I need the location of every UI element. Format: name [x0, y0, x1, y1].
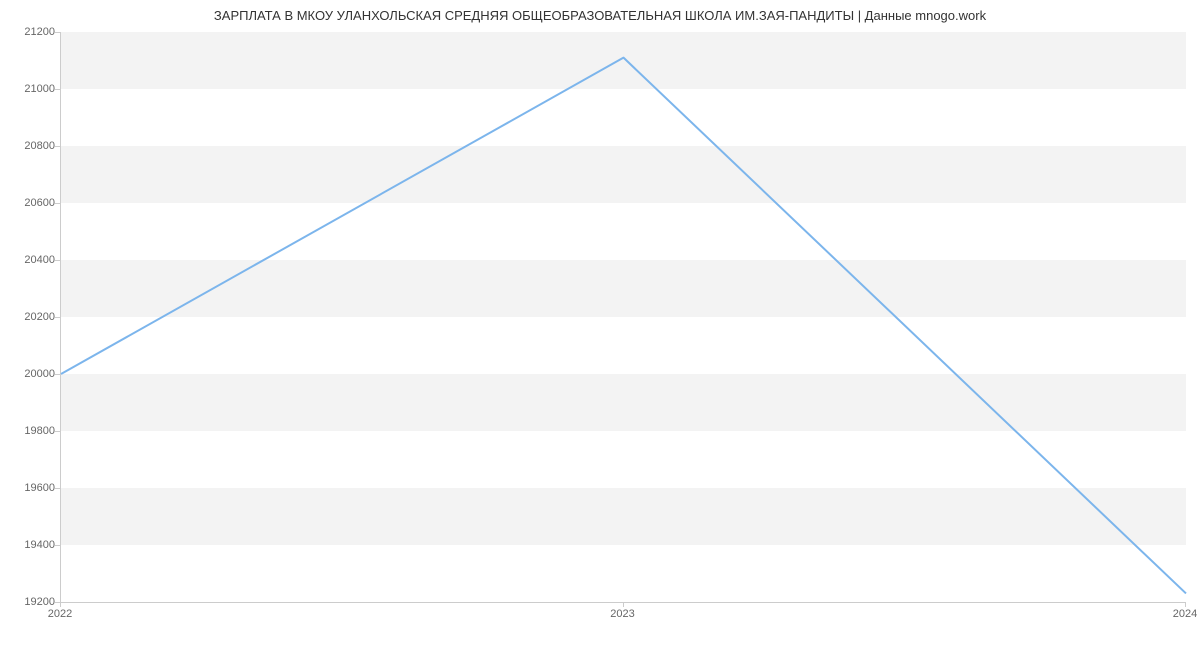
chart-title: ЗАРПЛАТА В МКОУ УЛАНХОЛЬСКАЯ СРЕДНЯЯ ОБЩ…	[0, 0, 1200, 23]
y-tick-label: 20200	[5, 311, 55, 323]
y-tick-mark	[55, 545, 60, 546]
x-tick-label: 2024	[1173, 608, 1197, 620]
y-tick-mark	[55, 260, 60, 261]
plot-area	[60, 32, 1186, 603]
y-tick-label: 21000	[5, 83, 55, 95]
y-tick-mark	[55, 32, 60, 33]
y-tick-label: 21200	[5, 26, 55, 38]
x-tick-label: 2022	[48, 608, 72, 620]
line-layer	[61, 32, 1186, 602]
y-tick-label: 19200	[5, 596, 55, 608]
y-tick-mark	[55, 89, 60, 90]
y-tick-mark	[55, 431, 60, 432]
x-tick-mark	[60, 602, 61, 607]
y-tick-label: 19400	[5, 539, 55, 551]
y-tick-label: 20000	[5, 368, 55, 380]
y-tick-mark	[55, 374, 60, 375]
y-tick-label: 20600	[5, 197, 55, 209]
x-tick-label: 2023	[610, 608, 634, 620]
y-tick-mark	[55, 146, 60, 147]
y-tick-mark	[55, 203, 60, 204]
y-tick-label: 19800	[5, 425, 55, 437]
x-tick-mark	[1185, 602, 1186, 607]
y-tick-label: 20800	[5, 140, 55, 152]
salary-chart: ЗАРПЛАТА В МКОУ УЛАНХОЛЬСКАЯ СРЕДНЯЯ ОБЩ…	[0, 0, 1200, 650]
x-tick-mark	[623, 602, 624, 607]
y-tick-label: 19600	[5, 482, 55, 494]
y-tick-label: 20400	[5, 254, 55, 266]
y-tick-mark	[55, 317, 60, 318]
series-line	[61, 58, 1186, 594]
y-tick-mark	[55, 488, 60, 489]
